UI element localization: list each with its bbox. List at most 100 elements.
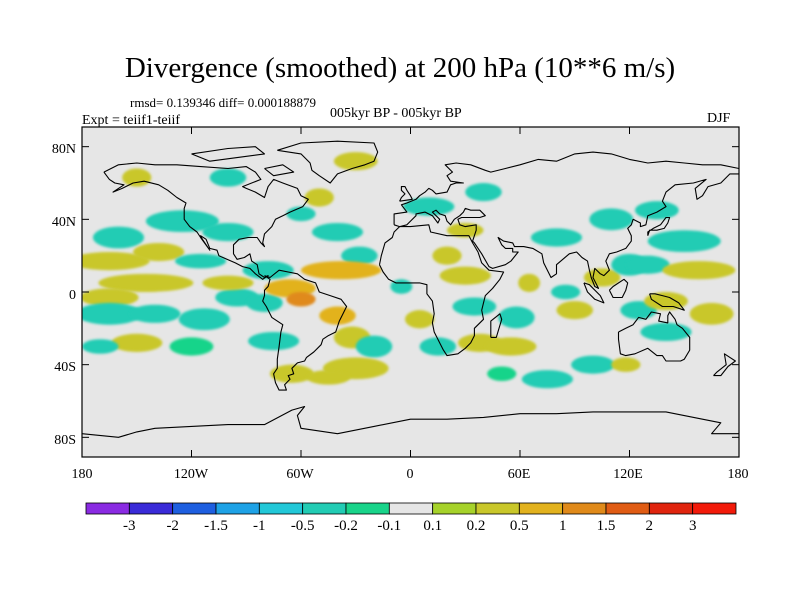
divergence-contour (82, 288, 139, 307)
colorbar-label: 0.1 (423, 518, 443, 534)
divergence-contour (129, 304, 181, 323)
divergence-contour (122, 168, 152, 187)
divergence-contour (209, 168, 247, 187)
divergence-contour (403, 197, 455, 216)
divergence-contour (521, 370, 573, 389)
coastline-segment (191, 146, 266, 162)
colorbar-label: -1.5 (204, 518, 228, 534)
divergence-contour (355, 335, 393, 358)
divergence-contour (530, 228, 583, 247)
x-tick-label: 0 (406, 467, 414, 482)
colorbar-swatch (172, 502, 217, 515)
coastline-segment (103, 162, 309, 280)
colorbar-label: 1 (558, 518, 567, 534)
x-tick-label: 60E (507, 467, 531, 482)
divergence-contour (498, 306, 535, 329)
divergence-contour (452, 297, 497, 316)
divergence-contour (286, 292, 316, 307)
chart-title: Divergence (smoothed) at 200 hPa (10**6 … (124, 52, 676, 84)
axis-ticks (81, 127, 740, 457)
divergence-contour (611, 357, 641, 372)
colorbar-swatch (345, 502, 390, 515)
x-tick-label: 180 (71, 467, 93, 482)
divergence-contour (556, 301, 593, 320)
colorbar-label: -0.1 (377, 518, 402, 534)
colorbar-swatch (648, 502, 694, 515)
divergence-contour (447, 222, 484, 238)
divergence-contour (625, 255, 670, 274)
divergence-contour (333, 152, 378, 171)
y-tick-label: 80N (51, 142, 76, 157)
colorbar-swatch (258, 502, 304, 515)
divergence-contour (82, 302, 143, 325)
divergence-contour (647, 230, 721, 253)
coastline-segment (393, 173, 739, 289)
colorbar-swatch (388, 502, 434, 515)
y-tick-label: 80S (54, 433, 76, 448)
colorbar-label: 0.5 (509, 518, 529, 534)
divergence-contour (518, 273, 541, 292)
colorbar-label: 0.2 (466, 518, 486, 534)
coastline-segment (713, 353, 736, 377)
divergence-contour (286, 206, 316, 222)
divergence-contour (689, 302, 734, 325)
divergence-contour (487, 366, 517, 382)
divergence-contour (465, 182, 502, 202)
colorbar-label: 3 (688, 518, 697, 534)
divergence-contour (439, 266, 491, 285)
coastline-segment (649, 293, 685, 311)
stats-label: rmsd= 0.139346 diff= 0.000188879 (130, 95, 316, 110)
divergence-contour (92, 226, 145, 249)
divergence-contour (589, 208, 634, 231)
divergence-contour (202, 275, 254, 291)
divergence-contour (485, 337, 537, 356)
divergence-contour (304, 188, 334, 207)
divergence-contour (432, 246, 462, 265)
divergence-contour (169, 337, 214, 356)
divergence-contour (269, 364, 314, 383)
coastline-segment (647, 216, 671, 236)
colorbar-swatch (215, 502, 260, 515)
divergence-contour (301, 261, 382, 280)
colorbar-label: -3 (123, 518, 136, 534)
divergence-contour (644, 292, 688, 311)
colorbar-label: -1 (253, 518, 266, 534)
colorbar-swatch (692, 502, 737, 515)
colorbar-label: -0.5 (290, 518, 315, 534)
coastline-segment (399, 186, 413, 202)
coastline-segment (583, 282, 605, 304)
colorbar-label: -2 (166, 518, 179, 534)
divergence-contour (202, 222, 254, 242)
coastline-segment (277, 140, 379, 184)
divergence-contour (178, 308, 230, 331)
colorbar-swatch (302, 502, 347, 515)
coastline-segment (490, 313, 503, 338)
x-tick-label: 120E (613, 467, 643, 482)
divergence-contour (341, 246, 378, 265)
coastlines (82, 140, 739, 438)
divergence-contour (662, 261, 736, 280)
colorbar-swatch (85, 502, 130, 515)
colorbar-swatch (562, 502, 607, 515)
divergence-contour (571, 355, 615, 374)
colorbar-label: 2 (645, 518, 654, 534)
divergence-contour (98, 273, 194, 292)
divergence-contour (405, 310, 435, 329)
divergence-contour (248, 331, 300, 351)
divergence-contour (111, 333, 163, 352)
divergence-contour (306, 370, 351, 385)
colorbar-swatch (518, 502, 564, 515)
coastline-segment (608, 278, 629, 299)
map-background (82, 127, 739, 457)
divergence-contour (133, 242, 185, 262)
coastline-segment (82, 405, 739, 438)
experiment-label: Expt = teiif1-teiif (82, 113, 181, 128)
period-label: 005kyr BP - 005kyr BP (330, 106, 462, 121)
divergence-contour (145, 210, 219, 233)
divergence-contour (551, 284, 581, 300)
x-tick-label: 120W (173, 467, 209, 482)
y-tick-label: 40S (54, 360, 76, 375)
x-tick-label: 180 (727, 467, 749, 482)
colorbar-swatch (605, 502, 650, 515)
